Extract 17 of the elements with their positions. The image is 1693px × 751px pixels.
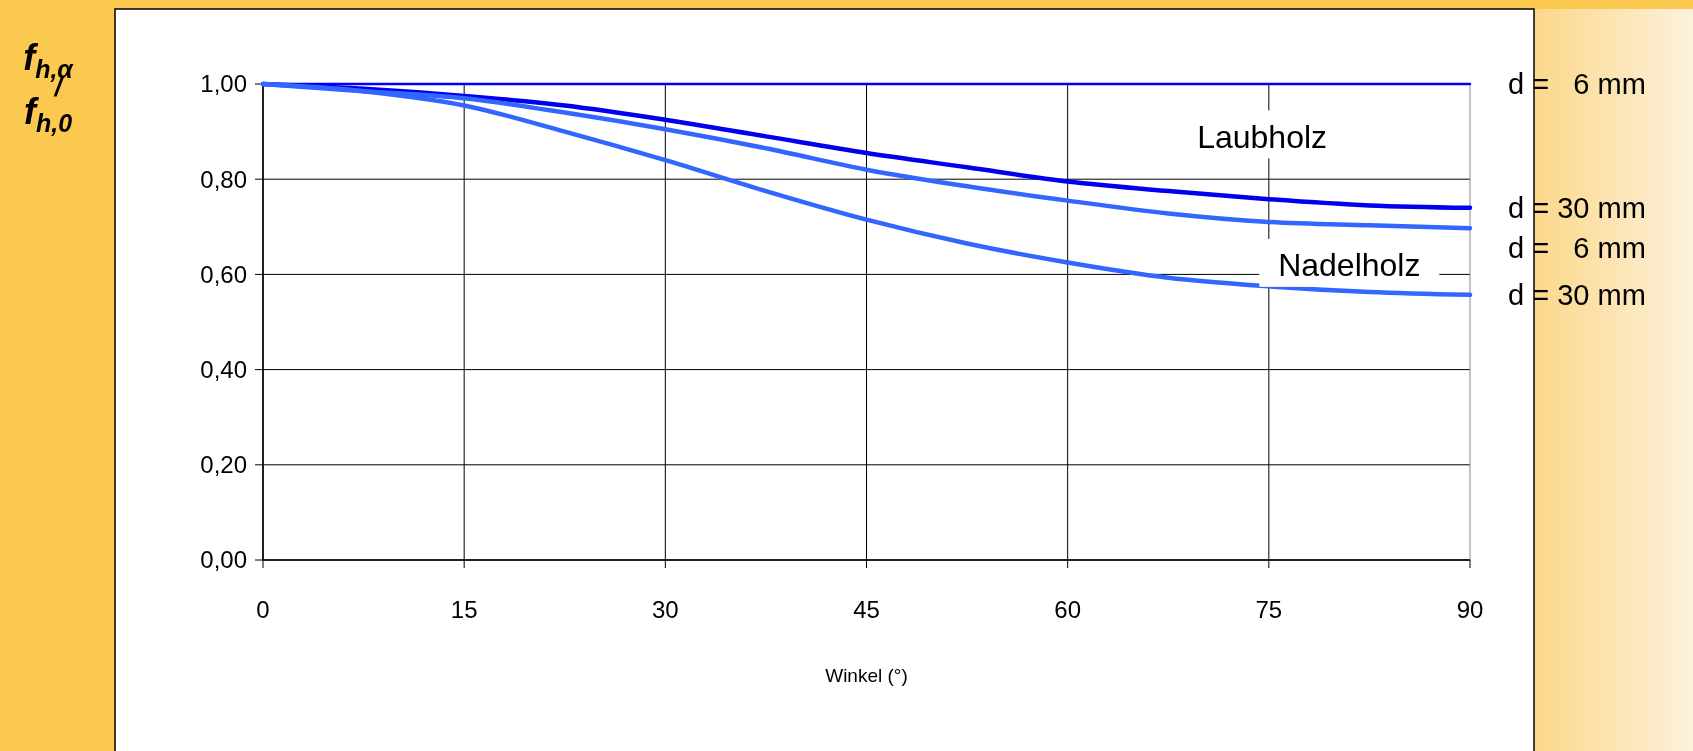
x-tick-label: 60 (1054, 596, 1082, 623)
y-tick-label: 1,00 (200, 70, 247, 98)
x-axis-title: Winkel (°) (825, 665, 908, 686)
y-tick-label: 0,60 (200, 260, 247, 288)
x-tick-label: 75 (1255, 596, 1283, 623)
y-axis-title: f$_{h,α}$/f$_{h,0}$ (23, 37, 75, 137)
y-tick-label: 0,40 (200, 356, 247, 383)
x-tick-label: 15 (450, 596, 478, 623)
x-tick-label: 30 (651, 596, 679, 623)
x-tick-label: 90 (1456, 596, 1484, 623)
y-tick-label: 0,00 (200, 546, 247, 574)
annotation: Laubholz (1197, 118, 1328, 155)
y-tick-label: 0,80 (200, 165, 247, 193)
annotation: Nadelholz (1278, 247, 1421, 284)
y-tick-label: 0,20 (200, 451, 247, 479)
x-tick-label: 45 (853, 596, 880, 623)
x-tick-label: 0 (256, 596, 270, 623)
